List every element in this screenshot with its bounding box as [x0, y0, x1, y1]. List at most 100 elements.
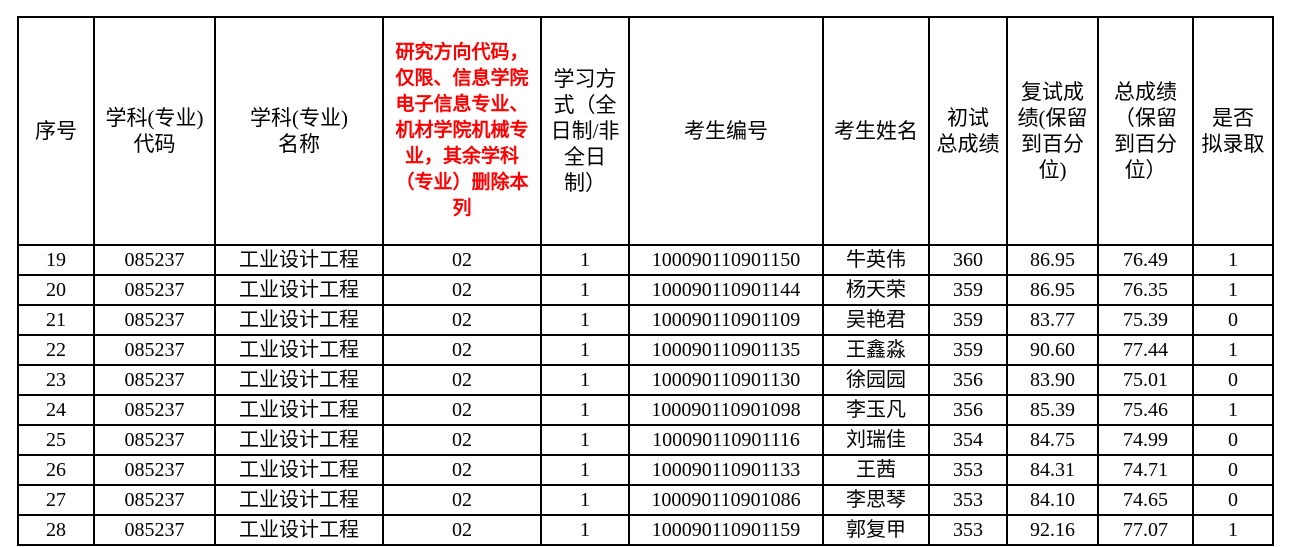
table-body: 19 085237 工业设计工程 02 1 100090110901150 牛英伟 360 86… — [17, 244, 1274, 546]
major-code-cell: 085237 — [93, 454, 216, 486]
major-name-cell: 工业设计工程 — [214, 394, 384, 426]
initial-total-score-cell: 356 — [928, 364, 1008, 396]
candidate-number-cell: 100090110901159 — [628, 514, 824, 546]
major-name-cell: 工业设计工程 — [214, 274, 384, 306]
admitted-flag-cell: 0 — [1192, 364, 1274, 396]
research-direction-code-cell: 02 — [382, 334, 542, 366]
candidate-name-cell: 牛英伟 — [822, 244, 930, 276]
candidate-name-cell: 王茜 — [822, 454, 930, 486]
total-score-cell: 74.65 — [1097, 484, 1194, 516]
study-mode-cell: 1 — [540, 484, 630, 516]
major-code-cell: 085237 — [93, 484, 216, 516]
research-direction-code-cell: 02 — [382, 304, 542, 336]
col-header-admitted-flag: 是否 拟录取 — [1192, 16, 1274, 246]
candidate-number-cell: 100090110901086 — [628, 484, 824, 516]
retest-score-cell: 86.95 — [1006, 244, 1099, 276]
total-score-cell: 74.71 — [1097, 454, 1194, 486]
major-code-cell: 085237 — [93, 394, 216, 426]
table-row: 21 085237 工业设计工程 02 1 100090110901109 吴艳君 359 83… — [17, 304, 1274, 336]
candidate-number-cell: 100090110901098 — [628, 394, 824, 426]
total-score-cell: 76.49 — [1097, 244, 1194, 276]
initial-total-score-cell: 353 — [928, 454, 1008, 486]
research-direction-code-cell: 02 — [382, 274, 542, 306]
table-row: 26 085237 工业设计工程 02 1 100090110901133 王茜 353 84.… — [17, 454, 1274, 486]
initial-total-score-cell: 354 — [928, 424, 1008, 456]
retest-score-cell: 84.75 — [1006, 424, 1099, 456]
total-score-cell: 77.44 — [1097, 334, 1194, 366]
total-score-cell: 76.35 — [1097, 274, 1194, 306]
total-score-cell: 75.39 — [1097, 304, 1194, 336]
admission-table: 序号 学科(专业) 代码 学科(专业) 名称 研究方向代码， 仅限、信息学院 电… — [17, 16, 1274, 546]
study-mode-cell: 1 — [540, 274, 630, 306]
candidate-number-cell: 100090110901135 — [628, 334, 824, 366]
retest-score-cell: 86.95 — [1006, 274, 1099, 306]
candidate-name-cell: 李玉凡 — [822, 394, 930, 426]
seq-cell: 21 — [17, 304, 95, 336]
admission-sheet: 序号 学科(专业) 代码 学科(专业) 名称 研究方向代码， 仅限、信息学院 电… — [17, 16, 1274, 546]
candidate-number-cell: 100090110901130 — [628, 364, 824, 396]
research-direction-code-cell: 02 — [382, 364, 542, 396]
admitted-flag-cell: 1 — [1192, 244, 1274, 276]
admitted-flag-cell: 0 — [1192, 454, 1274, 486]
study-mode-cell: 1 — [540, 424, 630, 456]
research-direction-code-cell: 02 — [382, 454, 542, 486]
major-name-cell: 工业设计工程 — [214, 484, 384, 516]
major-name-cell: 工业设计工程 — [214, 364, 384, 396]
major-code-cell: 085237 — [93, 274, 216, 306]
initial-total-score-cell: 356 — [928, 394, 1008, 426]
seq-cell: 27 — [17, 484, 95, 516]
candidate-name-cell: 李思琴 — [822, 484, 930, 516]
study-mode-cell: 1 — [540, 514, 630, 546]
col-header-retest-score: 复试成 绩(保留 到百分 位) — [1006, 16, 1099, 246]
seq-cell: 28 — [17, 514, 95, 546]
study-mode-cell: 1 — [540, 364, 630, 396]
major-code-cell: 085237 — [93, 424, 216, 456]
total-score-cell: 75.01 — [1097, 364, 1194, 396]
major-name-cell: 工业设计工程 — [214, 334, 384, 366]
major-name-cell: 工业设计工程 — [214, 514, 384, 546]
table-row: 27 085237 工业设计工程 02 1 100090110901086 李思琴 353 84… — [17, 484, 1274, 516]
retest-score-cell: 84.10 — [1006, 484, 1099, 516]
seq-cell: 23 — [17, 364, 95, 396]
col-header-research-direction-code: 研究方向代码， 仅限、信息学院 电子信息专业、 机材学院机械专 业，其余学科 （… — [382, 16, 542, 246]
candidate-name-cell: 徐园园 — [822, 364, 930, 396]
col-header-total-score: 总成绩 （保留 到百分 位） — [1097, 16, 1194, 246]
table-row: 28 085237 工业设计工程 02 1 100090110901159 郭复甲 353 92… — [17, 514, 1274, 546]
initial-total-score-cell: 353 — [928, 514, 1008, 546]
col-header-major-code: 学科(专业) 代码 — [93, 16, 216, 246]
major-code-cell: 085237 — [93, 244, 216, 276]
retest-score-cell: 92.16 — [1006, 514, 1099, 546]
research-direction-code-cell: 02 — [382, 514, 542, 546]
initial-total-score-cell: 353 — [928, 484, 1008, 516]
total-score-cell: 77.07 — [1097, 514, 1194, 546]
initial-total-score-cell: 359 — [928, 304, 1008, 336]
seq-cell: 19 — [17, 244, 95, 276]
major-code-cell: 085237 — [93, 364, 216, 396]
seq-cell: 26 — [17, 454, 95, 486]
admitted-flag-cell: 0 — [1192, 304, 1274, 336]
initial-total-score-cell: 359 — [928, 334, 1008, 366]
study-mode-cell: 1 — [540, 394, 630, 426]
col-header-study-mode: 学习方 式（全 日制/非 全日 制） — [540, 16, 630, 246]
total-score-cell: 75.46 — [1097, 394, 1194, 426]
admitted-flag-cell: 0 — [1192, 424, 1274, 456]
major-code-cell: 085237 — [93, 514, 216, 546]
total-score-cell: 74.99 — [1097, 424, 1194, 456]
table-row: 22 085237 工业设计工程 02 1 100090110901135 王鑫淼 359 90… — [17, 334, 1274, 366]
study-mode-cell: 1 — [540, 244, 630, 276]
seq-cell: 25 — [17, 424, 95, 456]
admitted-flag-cell: 1 — [1192, 514, 1274, 546]
candidate-name-cell: 杨天荣 — [822, 274, 930, 306]
major-name-cell: 工业设计工程 — [214, 424, 384, 456]
candidate-number-cell: 100090110901116 — [628, 424, 824, 456]
retest-score-cell: 83.90 — [1006, 364, 1099, 396]
research-direction-code-cell: 02 — [382, 484, 542, 516]
table-row: 19 085237 工业设计工程 02 1 100090110901150 牛英伟 360 86… — [17, 244, 1274, 276]
candidate-name-cell: 刘瑞佳 — [822, 424, 930, 456]
candidate-name-cell: 吴艳君 — [822, 304, 930, 336]
seq-cell: 20 — [17, 274, 95, 306]
major-code-cell: 085237 — [93, 304, 216, 336]
candidate-number-cell: 100090110901150 — [628, 244, 824, 276]
major-name-cell: 工业设计工程 — [214, 244, 384, 276]
table-row: 25 085237 工业设计工程 02 1 100090110901116 刘瑞佳 354 84… — [17, 424, 1274, 456]
